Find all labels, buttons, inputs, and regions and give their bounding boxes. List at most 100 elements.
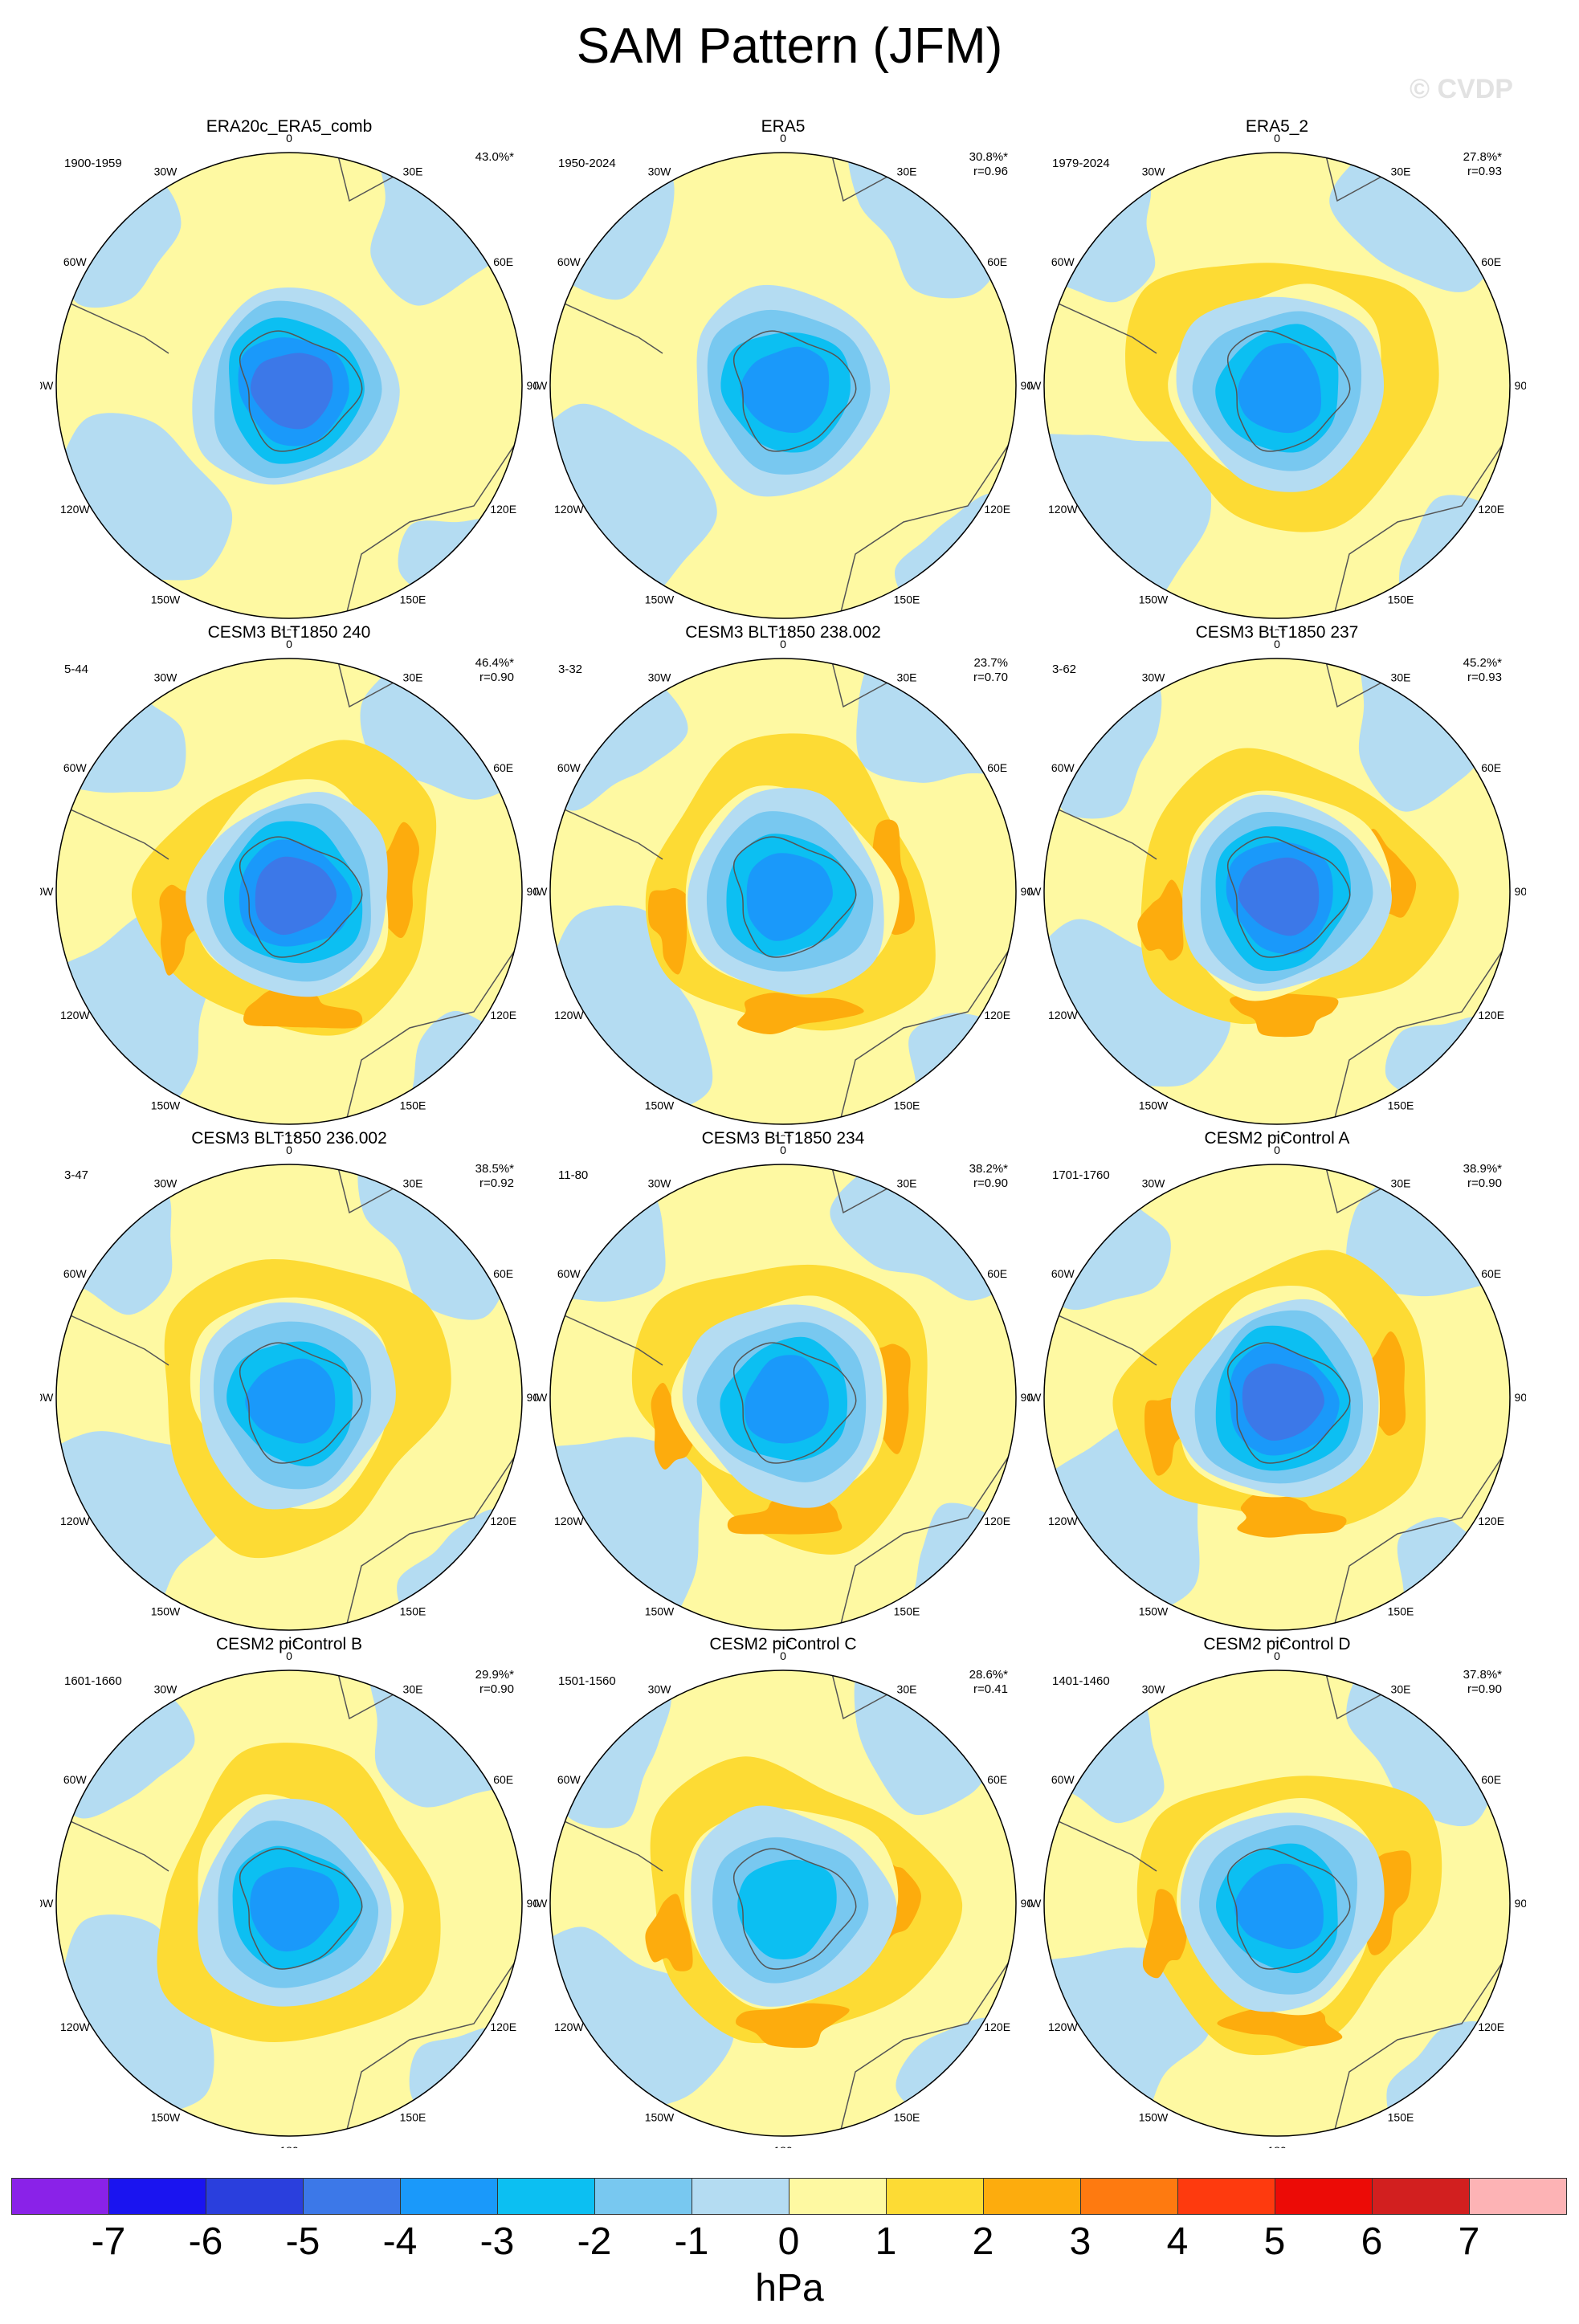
longitude-label: 180 xyxy=(279,626,299,630)
panel-variance: 28.6%* xyxy=(969,1668,1008,1682)
colorbar-tick: -6 xyxy=(188,2220,223,2263)
panel-period: 1601-1660 xyxy=(64,1674,122,1688)
longitude-label: 30W xyxy=(1142,671,1166,683)
longitude-label: 0 xyxy=(286,132,292,145)
panel-title: CESM2 piControl B xyxy=(215,1635,363,1653)
longitude-label: 150E xyxy=(1388,1605,1414,1618)
panel-variance: 27.8%* xyxy=(1463,150,1502,164)
longitude-label: 120E xyxy=(1478,1009,1504,1021)
map-boundary xyxy=(55,1164,523,1631)
panel-stats: 38.2%* r=0.90 xyxy=(969,1162,1008,1191)
contour-level-negative xyxy=(737,1859,837,1959)
panel-correlation: r=0.90 xyxy=(973,1176,1008,1190)
antarctica-outline xyxy=(733,330,857,452)
longitude-label: 60E xyxy=(493,1773,513,1786)
panel-correlation: r=0.90 xyxy=(479,1682,514,1696)
longitude-label: 120E xyxy=(984,503,1010,516)
contour-level-negative xyxy=(1234,1863,1324,1950)
map-boundary xyxy=(1043,1670,1511,2137)
contour-level-negative xyxy=(255,856,337,936)
longitude-label: 30E xyxy=(1391,671,1411,683)
longitude-label: 120W xyxy=(1048,1009,1078,1021)
colorbar-tick: 1 xyxy=(875,2220,897,2263)
longitude-label: 60E xyxy=(987,255,1007,268)
longitude-label: 30E xyxy=(403,1176,423,1189)
longitude-label: 60W xyxy=(557,1773,581,1786)
longitude-label: 120W xyxy=(554,503,584,516)
longitude-label: 60E xyxy=(987,761,1007,774)
longitude-label: 30W xyxy=(154,1682,178,1695)
longitude-label: 60E xyxy=(1481,1267,1501,1280)
panel-period: 5-44 xyxy=(64,663,89,676)
polar-map: 0 30E 60E 90E 120E 150E 180 150W 120W 90W 60W 30W xyxy=(40,1144,538,1642)
colorbar-tick: -1 xyxy=(674,2220,709,2263)
colorbar-swatch xyxy=(1469,2178,1567,2215)
longitude-label: 90W xyxy=(1028,379,1042,392)
south-america-outline xyxy=(550,296,663,354)
colorbar-swatch xyxy=(983,2178,1081,2215)
panel-stats: 38.9%* r=0.90 xyxy=(1463,1162,1502,1191)
contour-level-negative xyxy=(245,1358,336,1444)
colorbar-swatch xyxy=(789,2178,887,2215)
south-america-outline xyxy=(56,296,169,354)
longitude-label: 0 xyxy=(286,1144,292,1156)
colorbar-tick: 7 xyxy=(1458,2220,1480,2263)
longitude-label: 60W xyxy=(1051,761,1075,774)
longitude-label: 150E xyxy=(894,2111,920,2124)
polar-map: 0 30E 60E 90E 120E 150E 180 150W 120W 90W 60W 30W xyxy=(1028,132,1526,630)
longitude-label: 90W xyxy=(40,885,54,898)
panel-period: 1401-1460 xyxy=(1052,1674,1110,1688)
panel-stats: 23.7% r=0.70 xyxy=(973,656,1008,685)
map-panel: 0 30E 60E 90E 120E 150E 180 150W 120W 90W 60W 30W CE… xyxy=(534,1634,1032,2148)
longitude-label: 180 xyxy=(1267,626,1287,630)
longitude-label: 30E xyxy=(403,165,423,177)
panel-variance: 30.8%* xyxy=(969,150,1008,164)
panel-title: CESM2 piControl D xyxy=(1203,1635,1351,1653)
australia-outline xyxy=(1332,1951,1510,2136)
panel-period: 1979-2024 xyxy=(1052,157,1110,170)
colorbar xyxy=(11,2178,1567,2216)
contour-region-negative xyxy=(410,1010,522,1124)
longitude-label: 90W xyxy=(1028,1391,1042,1404)
longitude-label: 120W xyxy=(554,1515,584,1527)
longitude-label: 0 xyxy=(780,1144,786,1156)
longitude-label: 150E xyxy=(400,2111,426,2124)
longitude-label: 120W xyxy=(60,503,90,516)
colorbar-tick: 2 xyxy=(972,2220,994,2263)
longitude-label: 30W xyxy=(154,671,178,683)
polar-map: 0 30E 60E 90E 120E 150E 180 150W 120W 90W 60W 30W xyxy=(534,1144,1032,1642)
longitude-label: 180 xyxy=(279,2144,299,2148)
longitude-label: 180 xyxy=(1267,2144,1287,2148)
panel-stats: 43.0%* xyxy=(475,150,514,165)
map-panel: 0 30E 60E 90E 120E 150E 180 150W 120W 90W 60W 30W CE… xyxy=(534,622,1032,1136)
longitude-label: 90E xyxy=(1021,379,1032,392)
panel-period: 1900-1959 xyxy=(64,157,122,170)
longitude-label: 90E xyxy=(527,1897,538,1910)
panel-title: CESM2 piControl A xyxy=(1204,1129,1350,1148)
longitude-label: 90E xyxy=(1021,1897,1032,1910)
south-america-outline xyxy=(1044,296,1157,354)
contour-level-negative xyxy=(746,853,833,941)
africa-outline xyxy=(1324,1164,1382,1214)
longitude-label: 90W xyxy=(1028,885,1042,898)
contour-level-negative xyxy=(1238,857,1320,936)
longitude-label: 90W xyxy=(534,379,548,392)
polar-map: 0 30E 60E 90E 120E 150E 180 150W 120W 90W 60W 30W xyxy=(534,1649,1032,2148)
contour-region-positive-strong xyxy=(736,2003,850,2049)
longitude-label: 120W xyxy=(60,1515,90,1527)
australia-outline xyxy=(345,939,522,1124)
polar-map: 0 30E 60E 90E 120E 150E 180 150W 120W 90W 60W 30W xyxy=(534,132,1032,630)
south-america-outline xyxy=(56,1814,169,1872)
polar-map: 0 30E 60E 90E 120E 150E 180 150W 120W 90W 60W 30W xyxy=(1028,638,1526,1136)
map-panel: 0 30E 60E 90E 120E 150E 180 150W 120W 90W 60W 30W CE… xyxy=(1028,622,1526,1136)
longitude-label: 0 xyxy=(286,1649,292,1662)
panel-period: 3-62 xyxy=(1052,663,1077,676)
contour-region-positive-strong xyxy=(651,1382,697,1470)
longitude-label: 30E xyxy=(897,671,917,683)
panel-correlation: r=0.90 xyxy=(479,671,514,684)
antarctica-outline xyxy=(239,836,363,958)
colorbar-tick: -7 xyxy=(91,2220,126,2263)
longitude-label: 150W xyxy=(151,1099,181,1112)
longitude-label: 90W xyxy=(40,379,54,392)
polar-map: 0 30E 60E 90E 120E 150E 180 150W 120W 90W 60W 30W xyxy=(40,132,538,630)
